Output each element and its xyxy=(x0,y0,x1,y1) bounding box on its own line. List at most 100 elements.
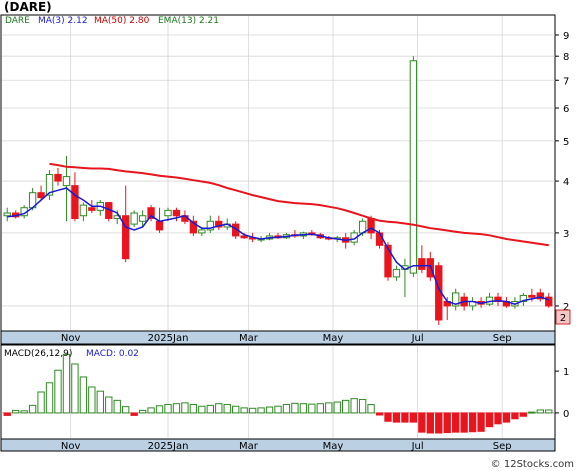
legend-ma50: MA(50) 2.80 xyxy=(94,16,150,26)
macd-bar xyxy=(426,412,434,434)
candle-body xyxy=(375,232,384,246)
macd-legend-value: MACD: 0.02 xyxy=(86,349,139,359)
macd-bar xyxy=(28,404,37,414)
macd-x-tick-label: May xyxy=(323,441,344,452)
macd-bar xyxy=(545,409,553,414)
price-x-gridlines xyxy=(70,16,503,330)
price-y-tick-label: 9 xyxy=(563,31,569,42)
macd-bar xyxy=(265,406,274,414)
macd-bar xyxy=(79,376,88,414)
candle-body xyxy=(206,220,214,231)
macd-y-tick-label: 0 xyxy=(563,409,569,420)
macd-bar xyxy=(367,404,375,414)
candle-body xyxy=(240,235,248,239)
macd-bar xyxy=(358,399,367,414)
macd-bar xyxy=(409,412,418,423)
macd-bar xyxy=(248,407,257,414)
last-price-box xyxy=(555,309,571,325)
candle-body xyxy=(54,173,62,182)
macd-bar xyxy=(138,409,147,414)
macd-bar xyxy=(401,412,409,423)
price-y-tick-label: 7 xyxy=(563,76,569,87)
macd-bar xyxy=(3,412,11,416)
last-price-label: 2 xyxy=(560,313,566,324)
candle-body xyxy=(528,294,536,298)
price-panel-frame xyxy=(0,14,556,332)
price-y-tick-label: 3 xyxy=(563,229,569,240)
macd-bar xyxy=(494,412,502,425)
macd-bar xyxy=(435,412,443,434)
macd-bar xyxy=(291,402,299,414)
macd-bar xyxy=(468,412,477,433)
macd-bar xyxy=(342,399,350,414)
macd-x-axis: Nov 2025Jan Mar May Jul Sep xyxy=(61,441,512,452)
candle-body xyxy=(519,294,528,302)
price-x-tick-label: Nov xyxy=(61,333,81,344)
macd-panel: 01 Nov 2025Jan Mar May Jul Sep MACD(26,12,9) … xyxy=(0,344,569,452)
legend-ema13: EMA(13) 2.21 xyxy=(158,16,219,26)
candle-body xyxy=(494,296,502,302)
macd-bar xyxy=(511,412,519,420)
price-y-axis: 2 3 4 5 6 7 8 9 xyxy=(555,31,569,313)
macd-bar xyxy=(181,402,189,414)
macd-x-gridlines xyxy=(70,346,503,438)
macd-bar xyxy=(519,412,528,417)
macd-bar xyxy=(164,404,172,414)
legend-ticker: DARE xyxy=(5,16,30,26)
macd-x-tick-label: Nov xyxy=(61,441,81,452)
candles xyxy=(3,56,553,325)
price-y-tick-label: 6 xyxy=(563,104,569,115)
macd-bar xyxy=(316,403,324,414)
candle-body xyxy=(189,220,198,234)
price-x-tick-label: Jul xyxy=(411,333,424,344)
footer-credit: © 12Stocks.com xyxy=(490,459,574,470)
macd-bar xyxy=(12,409,20,414)
macd-bar xyxy=(477,412,485,432)
candle-body xyxy=(45,173,54,196)
macd-bar xyxy=(333,401,341,414)
macd-histogram xyxy=(3,353,553,434)
price-y-gridlines xyxy=(2,34,555,307)
candle-body xyxy=(172,209,181,217)
macd-bar xyxy=(45,382,54,414)
macd-bar xyxy=(172,403,181,414)
macd-bar xyxy=(71,363,79,414)
candle-body xyxy=(164,209,172,217)
macd-bar xyxy=(299,403,308,414)
candle-body xyxy=(384,244,392,278)
price-date-axis xyxy=(0,330,556,345)
macd-bar xyxy=(147,407,155,414)
candle-body xyxy=(215,220,223,228)
macd-bar xyxy=(282,404,291,414)
macd-bar xyxy=(189,404,198,414)
candle-body xyxy=(418,258,426,270)
macd-bar xyxy=(130,412,138,416)
macd-x-tick-label: Jul xyxy=(411,441,424,452)
macd-bar xyxy=(257,407,265,414)
macd-bar xyxy=(122,406,130,414)
legend-ma3: MA(3) 2.12 xyxy=(38,16,88,26)
candle-body xyxy=(71,185,79,219)
macd-bar xyxy=(485,412,494,428)
macd-bar xyxy=(113,399,121,414)
macd-x-tick-label: Sep xyxy=(493,441,512,452)
macd-bar xyxy=(443,412,451,434)
candle-body xyxy=(122,215,130,260)
price-y-tick-label: 4 xyxy=(563,177,569,188)
candle-body xyxy=(37,192,45,199)
candle-body xyxy=(147,207,155,219)
macd-bar xyxy=(62,353,71,414)
macd-bar xyxy=(198,405,206,414)
candle-body xyxy=(62,176,71,187)
macd-bar xyxy=(460,412,468,433)
price-y-tick-label: 8 xyxy=(563,52,569,63)
macd-x-tick-label: Mar xyxy=(239,441,259,452)
macd-bar xyxy=(105,396,113,414)
macd-bar xyxy=(37,391,45,414)
macd-bar xyxy=(452,412,460,433)
candle-body xyxy=(138,215,147,222)
candle-body xyxy=(88,207,96,211)
macd-bar xyxy=(215,403,223,414)
macd-bar xyxy=(232,405,240,414)
